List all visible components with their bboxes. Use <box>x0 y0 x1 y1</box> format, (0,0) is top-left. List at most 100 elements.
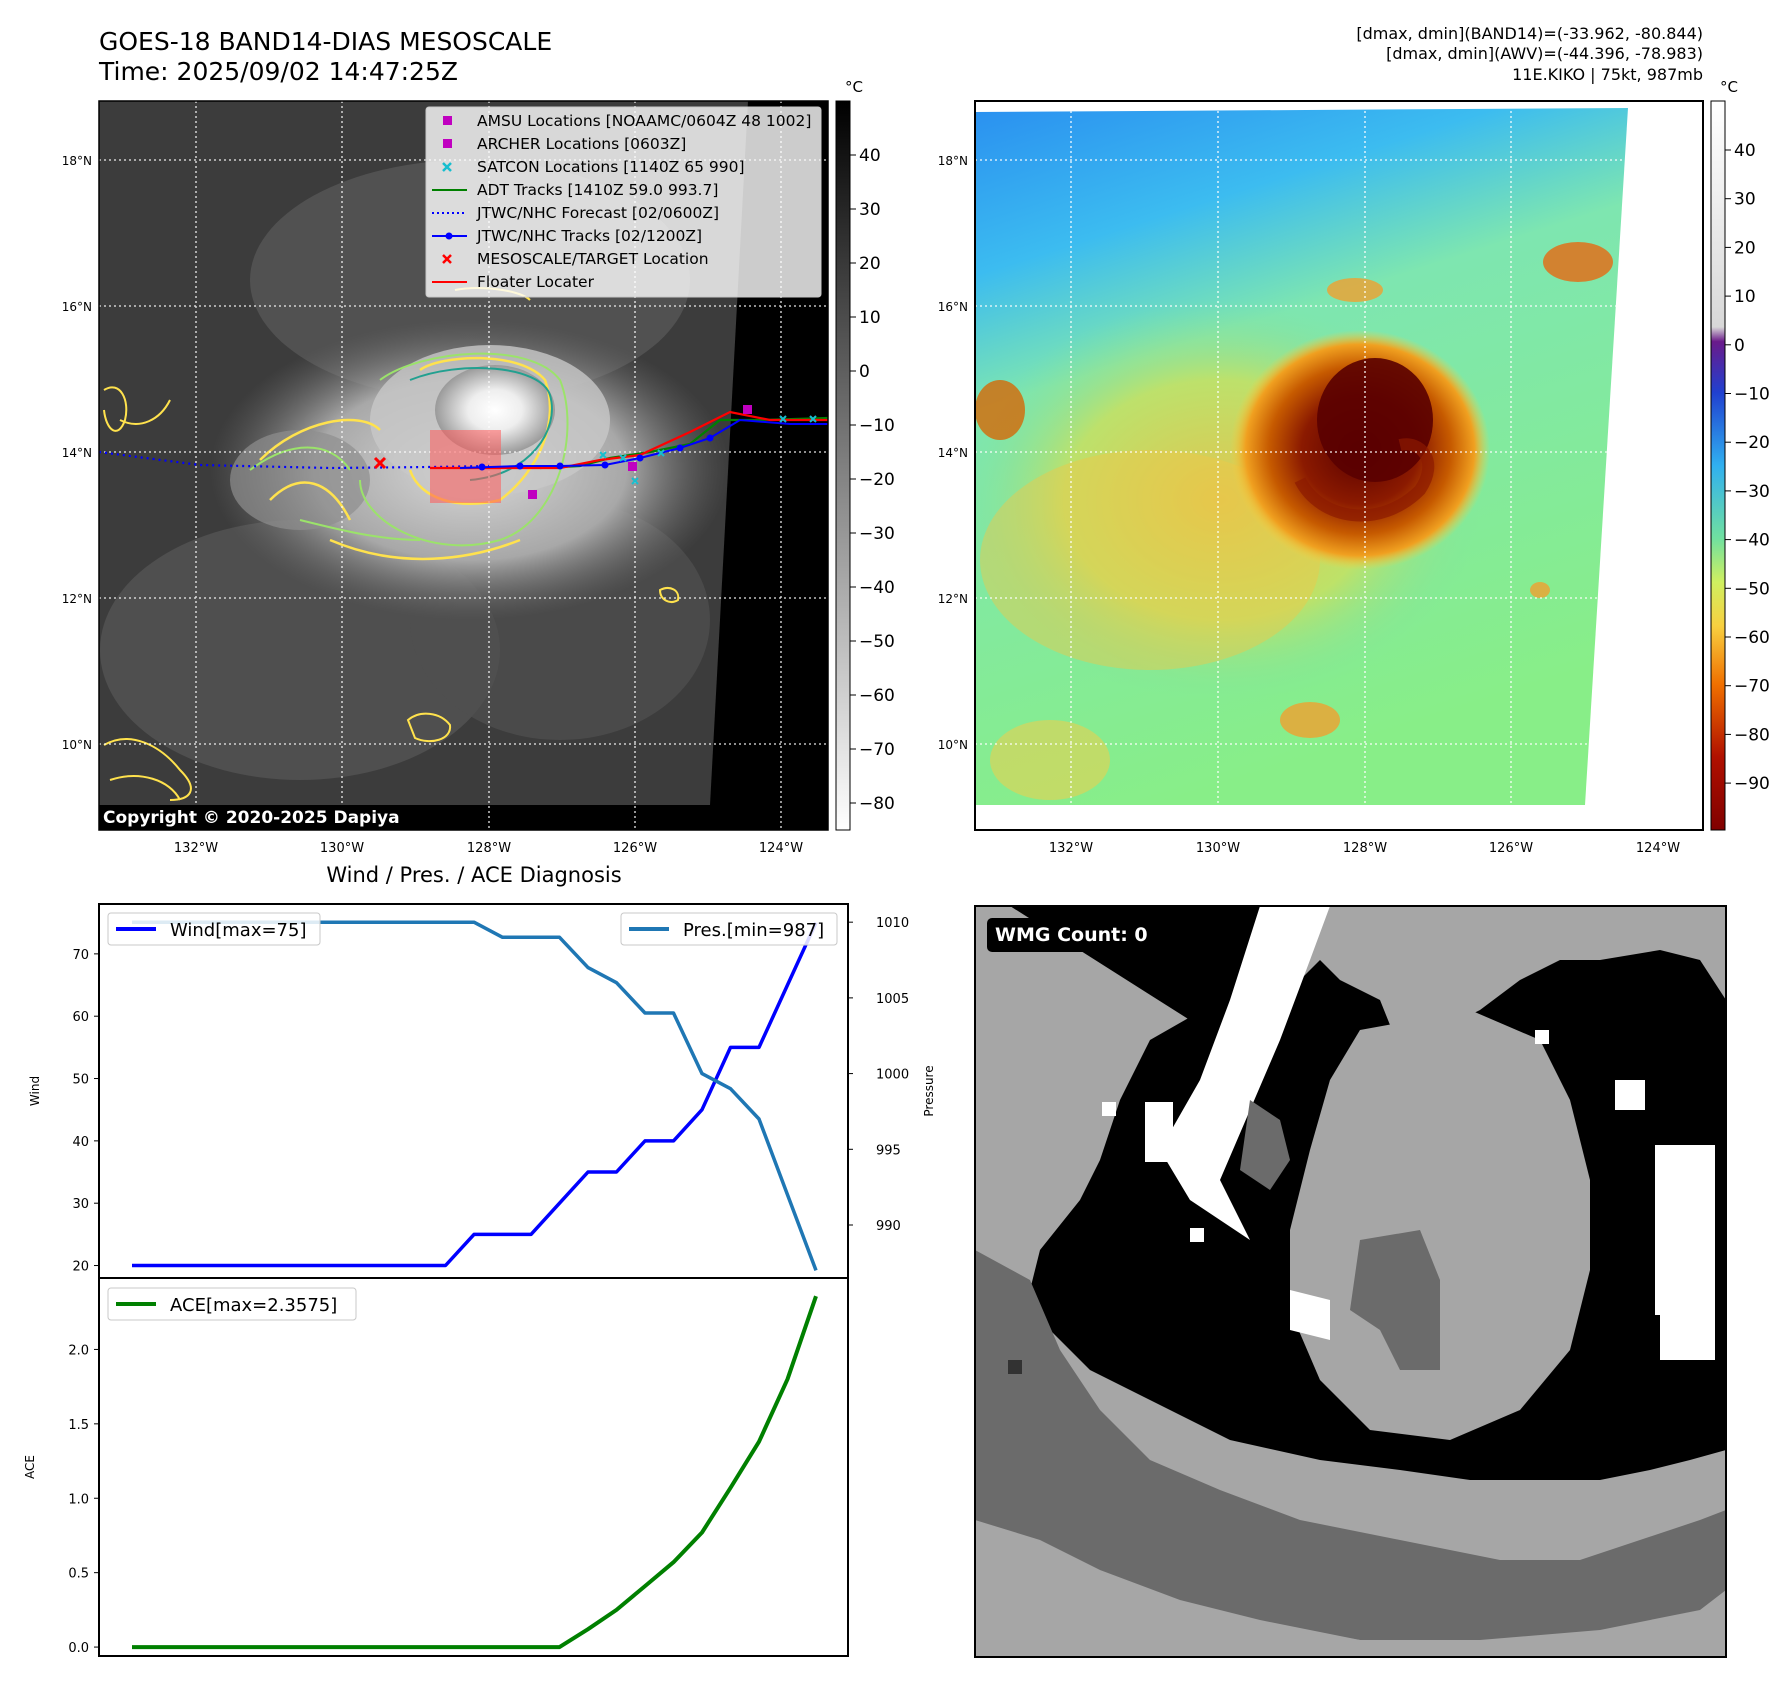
copyright-text: Copyright © 2020-2025 Dapiya <box>103 808 400 828</box>
ace-series-line <box>132 1295 818 1650</box>
wind-legend: Wind[max=75] <box>107 912 321 946</box>
ace-tick-label: 2.0 <box>68 1343 89 1358</box>
colorbar-tick-label: −60 <box>1734 628 1770 648</box>
wind-axis-label: Wind <box>28 1076 42 1106</box>
colorbar-tick-label: −10 <box>859 416 895 436</box>
legend-marker-x <box>442 254 452 264</box>
wind-chart-frame <box>98 903 849 1279</box>
colorbar-tick-label: 20 <box>1734 238 1756 258</box>
ir-map-frame <box>98 100 829 831</box>
lon-tick-label: 126°W <box>613 841 657 856</box>
colorbar-tick-label: −80 <box>1734 725 1770 745</box>
ace-chart-frame <box>98 1277 849 1657</box>
colorbar-tick-label: 30 <box>1734 190 1756 210</box>
lat-tick-label: 14°N <box>62 446 92 460</box>
stats-band14: [dmax, dmin](BAND14)=(-33.962, -80.844) <box>1356 24 1703 43</box>
legend-entry: JTWC/NHC Forecast [02/0600Z] <box>432 204 719 222</box>
lat-lon-grid-color <box>975 101 1703 830</box>
legend-label: MESOSCALE/TARGET Location <box>477 250 709 268</box>
legend-label: SATCON Locations [1140Z 65 990] <box>477 158 745 176</box>
pressure-tick-label: 1000 <box>876 1068 909 1083</box>
figure-time: Time: 2025/09/02 14:47:25Z <box>98 57 458 86</box>
copyright-box <box>99 805 409 830</box>
colorbar-tick-label: −20 <box>1734 433 1770 453</box>
wind-tick-label: 60 <box>72 1010 89 1025</box>
nhc-forecast-track <box>99 450 490 470</box>
legend-label: JTWC/NHC Forecast [02/0600Z] <box>476 204 719 222</box>
colorbar-tick-label: −30 <box>859 524 895 544</box>
lon-tick-label: 128°W <box>1343 841 1387 856</box>
lat-tick-label: 10°N <box>938 738 968 752</box>
ace-tick-label: 1.5 <box>68 1418 89 1433</box>
nhc-track-points <box>478 434 714 471</box>
wind-tick-label: 70 <box>72 948 89 963</box>
diagnosis-title: Wind / Pres. / ACE Diagnosis <box>326 863 621 887</box>
colorbar-tick-label: −70 <box>1734 677 1770 697</box>
color-map-frame <box>974 100 1704 831</box>
pressure-tick-label: 1010 <box>876 916 909 931</box>
colorbar-tick-label: −30 <box>1734 482 1770 502</box>
lat-tick-label: 16°N <box>62 300 92 314</box>
colorbar-tick-label: 0 <box>1734 336 1745 356</box>
lat-tick-label: 12°N <box>62 592 92 606</box>
legend-box <box>425 106 822 298</box>
wmg-map <box>975 906 1726 1657</box>
stats-awv: [dmax, dmin](AWV)=(-44.396, -78.983) <box>1386 44 1703 63</box>
colorbar-tick-label: 10 <box>1734 287 1756 307</box>
legend-marker-square <box>443 116 452 125</box>
lon-tick-label: 130°W <box>1196 841 1240 856</box>
colorbar-tick-label: 0 <box>859 362 870 382</box>
wmg-label-box <box>987 918 1172 952</box>
colorbar-tick-label: −40 <box>1734 531 1770 551</box>
lat-tick-label: 10°N <box>62 738 92 752</box>
legend-marker-square <box>443 139 452 148</box>
lon-tick-label: 132°W <box>174 841 218 856</box>
wind-series-line <box>132 921 818 1268</box>
legend-label: AMSU Locations [NOAAMC/0604Z 48 1002] <box>477 112 811 130</box>
wind-tick-label: 30 <box>72 1197 89 1212</box>
lon-tick-label: 132°W <box>1049 841 1093 856</box>
wmg-frame <box>974 905 1727 1658</box>
colorbar-tick-label: −70 <box>859 740 895 760</box>
legend-entry: AMSU Locations [NOAAMC/0604Z 48 1002] <box>443 112 811 130</box>
legend-entry: JTWC/NHC Tracks [02/1200Z] <box>432 227 702 245</box>
wind-legend-label: Wind[max=75] <box>170 920 307 941</box>
pressure-tick-label: 1005 <box>876 992 909 1007</box>
lon-tick-label: 126°W <box>1489 841 1533 856</box>
colorbar-tick-label: 20 <box>859 254 881 274</box>
legend-label: ARCHER Locations [0603Z] <box>477 135 686 153</box>
ace-tick-label: 0.0 <box>68 1641 89 1656</box>
legend-marker-x <box>442 162 452 172</box>
colorbar-tick-label: −80 <box>859 794 895 814</box>
colorbar-tick-label: 40 <box>1734 141 1756 161</box>
legend-entry: MESOSCALE/TARGET Location <box>442 250 709 268</box>
ace-tick-label: 0.5 <box>68 1567 89 1582</box>
legend-entry: ADT Tracks [1410Z 59.0 993.7] <box>432 181 718 199</box>
lon-tick-label: 128°W <box>467 841 511 856</box>
colorbar-tick-label: −50 <box>1734 579 1770 599</box>
pressure-tick-label: 995 <box>876 1143 901 1158</box>
pressure-legend: Pres.[min=987] <box>620 912 838 946</box>
colorbar-tick-label: 10 <box>859 308 881 328</box>
target-marker <box>373 456 387 470</box>
lon-tick-label: 124°W <box>1636 841 1680 856</box>
ace-legend: ACE[max=2.3575] <box>107 1287 357 1321</box>
legend-label: ADT Tracks [1410Z 59.0 993.7] <box>477 181 718 199</box>
color-colorbar: °C 40 30 20 10 0 −10 −20 −30 −40 −50 −60 −70 −80 −90 <box>1710 78 1770 831</box>
colorbar-tick-label: −90 <box>1734 774 1770 794</box>
colorbar-tick-label: −40 <box>859 578 895 598</box>
storm-label: 11E.KIKO | 75kt, 987mb <box>1512 65 1703 84</box>
pressure-legend-label: Pres.[min=987] <box>683 920 824 941</box>
colorbar-tick-label: 40 <box>859 146 881 166</box>
lat-tick-label: 14°N <box>938 446 968 460</box>
lat-tick-label: 18°N <box>62 154 92 168</box>
colorbar-tick-label: −60 <box>859 686 895 706</box>
ace-legend-label: ACE[max=2.3575] <box>170 1295 337 1316</box>
ace-chart: 0.0 0.5 1.0 1.5 2.0 ACE ACE[max=2.3575] <box>23 1277 849 1657</box>
gray-colorbar-unit: °C <box>845 78 863 96</box>
legend-entry: Floater Locater <box>432 273 595 291</box>
lat-tick-label: 16°N <box>938 300 968 314</box>
legend-entry: SATCON Locations [1140Z 65 990] <box>442 158 745 176</box>
legend-label: Floater Locater <box>477 273 595 291</box>
